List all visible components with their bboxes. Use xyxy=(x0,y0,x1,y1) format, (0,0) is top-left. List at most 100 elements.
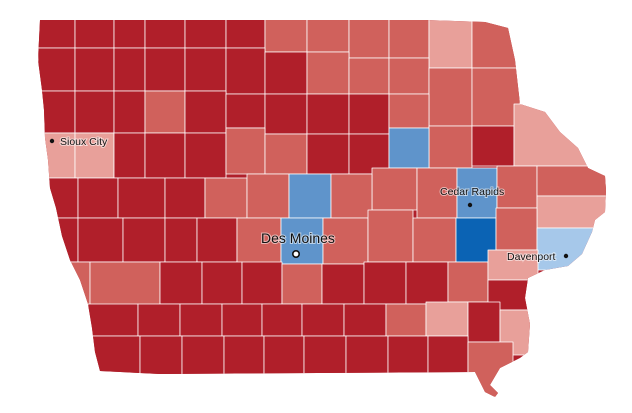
county[interactable] xyxy=(144,132,186,179)
county[interactable] xyxy=(388,18,430,59)
county[interactable] xyxy=(264,93,308,135)
county[interactable] xyxy=(471,125,515,167)
county[interactable] xyxy=(261,303,303,337)
county[interactable] xyxy=(113,90,146,134)
county[interactable] xyxy=(467,341,514,397)
county[interactable] xyxy=(137,303,181,337)
county[interactable] xyxy=(74,47,115,92)
county[interactable] xyxy=(306,93,350,135)
county[interactable] xyxy=(412,217,457,263)
county[interactable] xyxy=(113,47,146,92)
county[interactable] xyxy=(306,133,350,175)
county[interactable] xyxy=(343,303,387,337)
county[interactable] xyxy=(536,227,609,271)
county[interactable] xyxy=(39,261,91,307)
county[interactable] xyxy=(427,335,469,377)
county[interactable] xyxy=(38,90,76,134)
county[interactable] xyxy=(456,167,498,219)
county[interactable] xyxy=(263,335,305,377)
county[interactable] xyxy=(306,51,350,95)
county[interactable] xyxy=(236,217,282,265)
county[interactable] xyxy=(467,301,501,343)
county[interactable] xyxy=(225,127,266,175)
county[interactable] xyxy=(181,335,225,377)
county[interactable] xyxy=(184,132,227,179)
county[interactable] xyxy=(184,90,227,134)
county[interactable] xyxy=(144,18,186,49)
county[interactable] xyxy=(330,173,373,219)
county[interactable] xyxy=(348,93,390,135)
county[interactable] xyxy=(371,167,418,211)
county[interactable] xyxy=(38,47,76,92)
county[interactable] xyxy=(164,177,206,219)
county[interactable] xyxy=(387,335,429,377)
county[interactable] xyxy=(184,47,227,92)
county[interactable] xyxy=(38,177,79,219)
county[interactable] xyxy=(536,195,609,229)
county[interactable] xyxy=(495,207,538,251)
county[interactable] xyxy=(281,263,323,305)
county[interactable] xyxy=(223,335,265,377)
county[interactable] xyxy=(113,18,146,49)
county[interactable] xyxy=(513,103,609,167)
county[interactable] xyxy=(388,57,430,95)
county[interactable] xyxy=(38,18,76,49)
county[interactable] xyxy=(345,335,389,377)
county[interactable] xyxy=(348,57,390,95)
county[interactable] xyxy=(164,217,198,263)
county[interactable] xyxy=(74,18,115,49)
county[interactable] xyxy=(471,67,521,127)
county[interactable] xyxy=(179,303,223,337)
county[interactable] xyxy=(221,303,263,337)
county[interactable] xyxy=(367,209,414,263)
county[interactable] xyxy=(89,261,161,307)
county[interactable] xyxy=(416,167,458,219)
county[interactable] xyxy=(388,93,430,129)
county[interactable] xyxy=(241,261,283,305)
county[interactable] xyxy=(77,177,119,219)
county[interactable] xyxy=(122,217,166,263)
county[interactable] xyxy=(428,18,473,69)
county[interactable] xyxy=(288,173,332,219)
county[interactable] xyxy=(74,90,115,134)
county[interactable] xyxy=(264,133,308,175)
county[interactable] xyxy=(348,18,390,59)
county[interactable] xyxy=(38,217,79,263)
county[interactable] xyxy=(159,261,203,305)
county[interactable] xyxy=(536,165,609,197)
county[interactable] xyxy=(87,303,139,337)
county[interactable] xyxy=(428,67,473,127)
county[interactable] xyxy=(496,165,538,209)
county[interactable] xyxy=(363,261,407,305)
county[interactable] xyxy=(447,261,489,303)
county[interactable] xyxy=(196,217,238,263)
county[interactable] xyxy=(113,132,146,179)
county[interactable] xyxy=(264,18,308,53)
county[interactable] xyxy=(184,18,227,49)
county[interactable] xyxy=(301,303,345,337)
county[interactable] xyxy=(139,335,183,377)
county[interactable] xyxy=(201,261,243,305)
county[interactable] xyxy=(77,217,124,263)
county[interactable] xyxy=(306,18,350,53)
county[interactable] xyxy=(385,303,427,337)
county[interactable] xyxy=(471,18,518,69)
county[interactable] xyxy=(144,90,186,134)
county[interactable] xyxy=(89,335,141,377)
county[interactable] xyxy=(321,263,365,305)
county[interactable] xyxy=(117,177,166,219)
county[interactable] xyxy=(225,18,266,49)
county[interactable] xyxy=(264,51,308,95)
county[interactable] xyxy=(425,301,469,337)
county[interactable] xyxy=(487,249,539,281)
county[interactable] xyxy=(225,93,266,129)
county[interactable] xyxy=(428,125,473,169)
county[interactable] xyxy=(246,173,290,219)
county[interactable] xyxy=(225,47,266,95)
county[interactable] xyxy=(348,133,390,175)
county[interactable] xyxy=(405,261,449,305)
county[interactable] xyxy=(388,127,430,169)
county[interactable] xyxy=(204,177,248,219)
county[interactable] xyxy=(303,335,347,377)
county[interactable] xyxy=(144,47,186,92)
